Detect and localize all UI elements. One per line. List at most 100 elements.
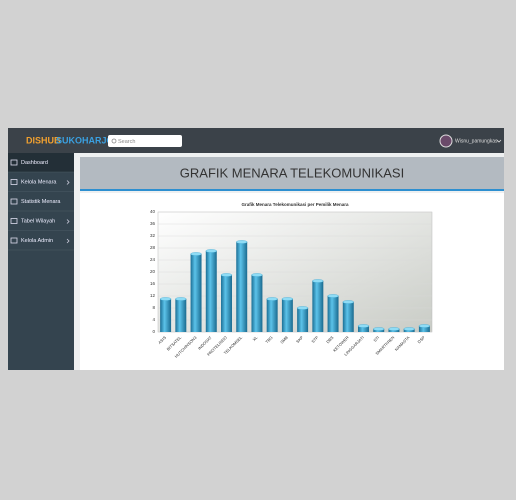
page-title: GRAFIK MENARA TELEKOMUNIKASI xyxy=(180,165,404,180)
menu-arrow xyxy=(66,180,70,185)
menu-item[interactable] xyxy=(8,211,74,231)
bar-body xyxy=(190,254,202,332)
bar-top xyxy=(266,297,278,301)
menu-icon xyxy=(10,198,18,205)
menu-item[interactable] xyxy=(8,153,74,172)
bar xyxy=(190,252,202,332)
bar xyxy=(159,297,172,332)
bar-top xyxy=(373,327,385,331)
bar-top xyxy=(357,324,370,328)
bar xyxy=(281,297,294,332)
bar-top xyxy=(403,327,415,331)
menu-icon xyxy=(10,179,18,185)
menu-label: Tabel Wilayah xyxy=(21,218,55,224)
bar xyxy=(296,306,309,332)
bar xyxy=(373,327,385,332)
bar xyxy=(357,324,370,332)
bar xyxy=(205,249,217,332)
search-placeholder: Search xyxy=(118,139,135,145)
y-tick-label: 20 xyxy=(150,269,156,274)
brand-b: SUKOHARJO xyxy=(56,135,114,145)
bar xyxy=(266,297,278,332)
bar xyxy=(312,279,324,332)
navbar xyxy=(8,128,504,153)
bar-top xyxy=(312,279,324,283)
bar-body xyxy=(281,299,293,332)
bar xyxy=(220,273,233,332)
bar xyxy=(388,327,400,332)
bar-body xyxy=(358,326,369,332)
bar-body xyxy=(251,275,263,332)
menu-item[interactable] xyxy=(8,172,74,192)
bar-top xyxy=(296,306,309,310)
bar-top xyxy=(388,327,400,331)
menu-label: Kelola Menara xyxy=(21,179,57,185)
search-box[interactable] xyxy=(108,135,182,147)
x-tick-label: DSP xyxy=(416,335,426,345)
bar-body xyxy=(221,275,232,332)
bar-body xyxy=(160,299,172,332)
avatar[interactable] xyxy=(439,134,453,148)
bar-top xyxy=(418,324,431,328)
bar xyxy=(342,300,354,332)
bar-top xyxy=(190,252,202,256)
bar-top xyxy=(220,273,233,277)
y-tick-label: 32 xyxy=(150,233,156,238)
menu-item[interactable] xyxy=(8,231,74,250)
y-tick-label: 24 xyxy=(150,257,156,262)
x-tick-label: SMB xyxy=(279,335,289,345)
bar xyxy=(418,324,431,332)
menu-arrow xyxy=(66,219,70,224)
x-tick-label: STP xyxy=(310,335,319,344)
y-tick-label: 8 xyxy=(152,305,155,310)
bar-body xyxy=(236,242,248,332)
menu-icon xyxy=(10,159,18,166)
user-caret xyxy=(496,139,502,143)
bar-top xyxy=(175,297,187,301)
bar-top xyxy=(281,297,294,301)
bar xyxy=(251,273,263,332)
sidebar-menu: Dashboard Kelola Menara Statistik Menara Ta… xyxy=(8,153,74,251)
bar-top xyxy=(251,273,263,277)
bar-top xyxy=(327,294,339,298)
bar-top xyxy=(205,249,217,253)
user-name[interactable]: Wisnu_pamungkas xyxy=(455,138,498,144)
bar-top xyxy=(236,240,248,244)
x-tick-label: XL xyxy=(251,334,259,342)
bar-body xyxy=(312,281,324,332)
x-tick-label: DBS xyxy=(325,335,335,345)
brand-a: DISHUB xyxy=(26,135,61,145)
bar-body xyxy=(266,299,278,332)
x-tick-label: STI xyxy=(372,335,380,343)
bar-body xyxy=(418,326,430,332)
y-tick-label: 40 xyxy=(150,209,156,214)
y-tick-label: 28 xyxy=(150,245,156,250)
bar xyxy=(236,240,248,332)
menu-label: Kelola Admin xyxy=(21,238,53,244)
menu-icon xyxy=(10,237,18,244)
y-tick-label: 12 xyxy=(150,293,156,298)
bar-body xyxy=(205,251,217,332)
title-panel xyxy=(80,157,504,189)
menu-icon xyxy=(10,218,18,224)
x-tick-label: ASIS xyxy=(157,335,167,345)
bar-body xyxy=(327,296,339,332)
y-tick-label: 0 xyxy=(152,329,155,334)
bar xyxy=(175,297,187,332)
x-tick-label: SKP xyxy=(295,335,304,344)
y-tick-label: 4 xyxy=(152,317,155,322)
menu-label: Dashboard xyxy=(21,160,48,166)
bar-body xyxy=(342,302,354,332)
chart-title: Grafik Menara Telekomunikasi per Pemilik… xyxy=(242,202,349,207)
x-tick-label: TBG xyxy=(264,335,273,344)
bar xyxy=(403,327,415,332)
bar xyxy=(327,294,339,332)
y-tick-label: 16 xyxy=(150,281,156,286)
menu-item[interactable] xyxy=(8,192,74,211)
bar-top xyxy=(342,300,354,304)
bar-top xyxy=(159,297,172,301)
y-tick-label: 36 xyxy=(150,221,156,226)
bar-body xyxy=(297,308,309,332)
menu-label: Statistik Menara xyxy=(21,199,61,205)
